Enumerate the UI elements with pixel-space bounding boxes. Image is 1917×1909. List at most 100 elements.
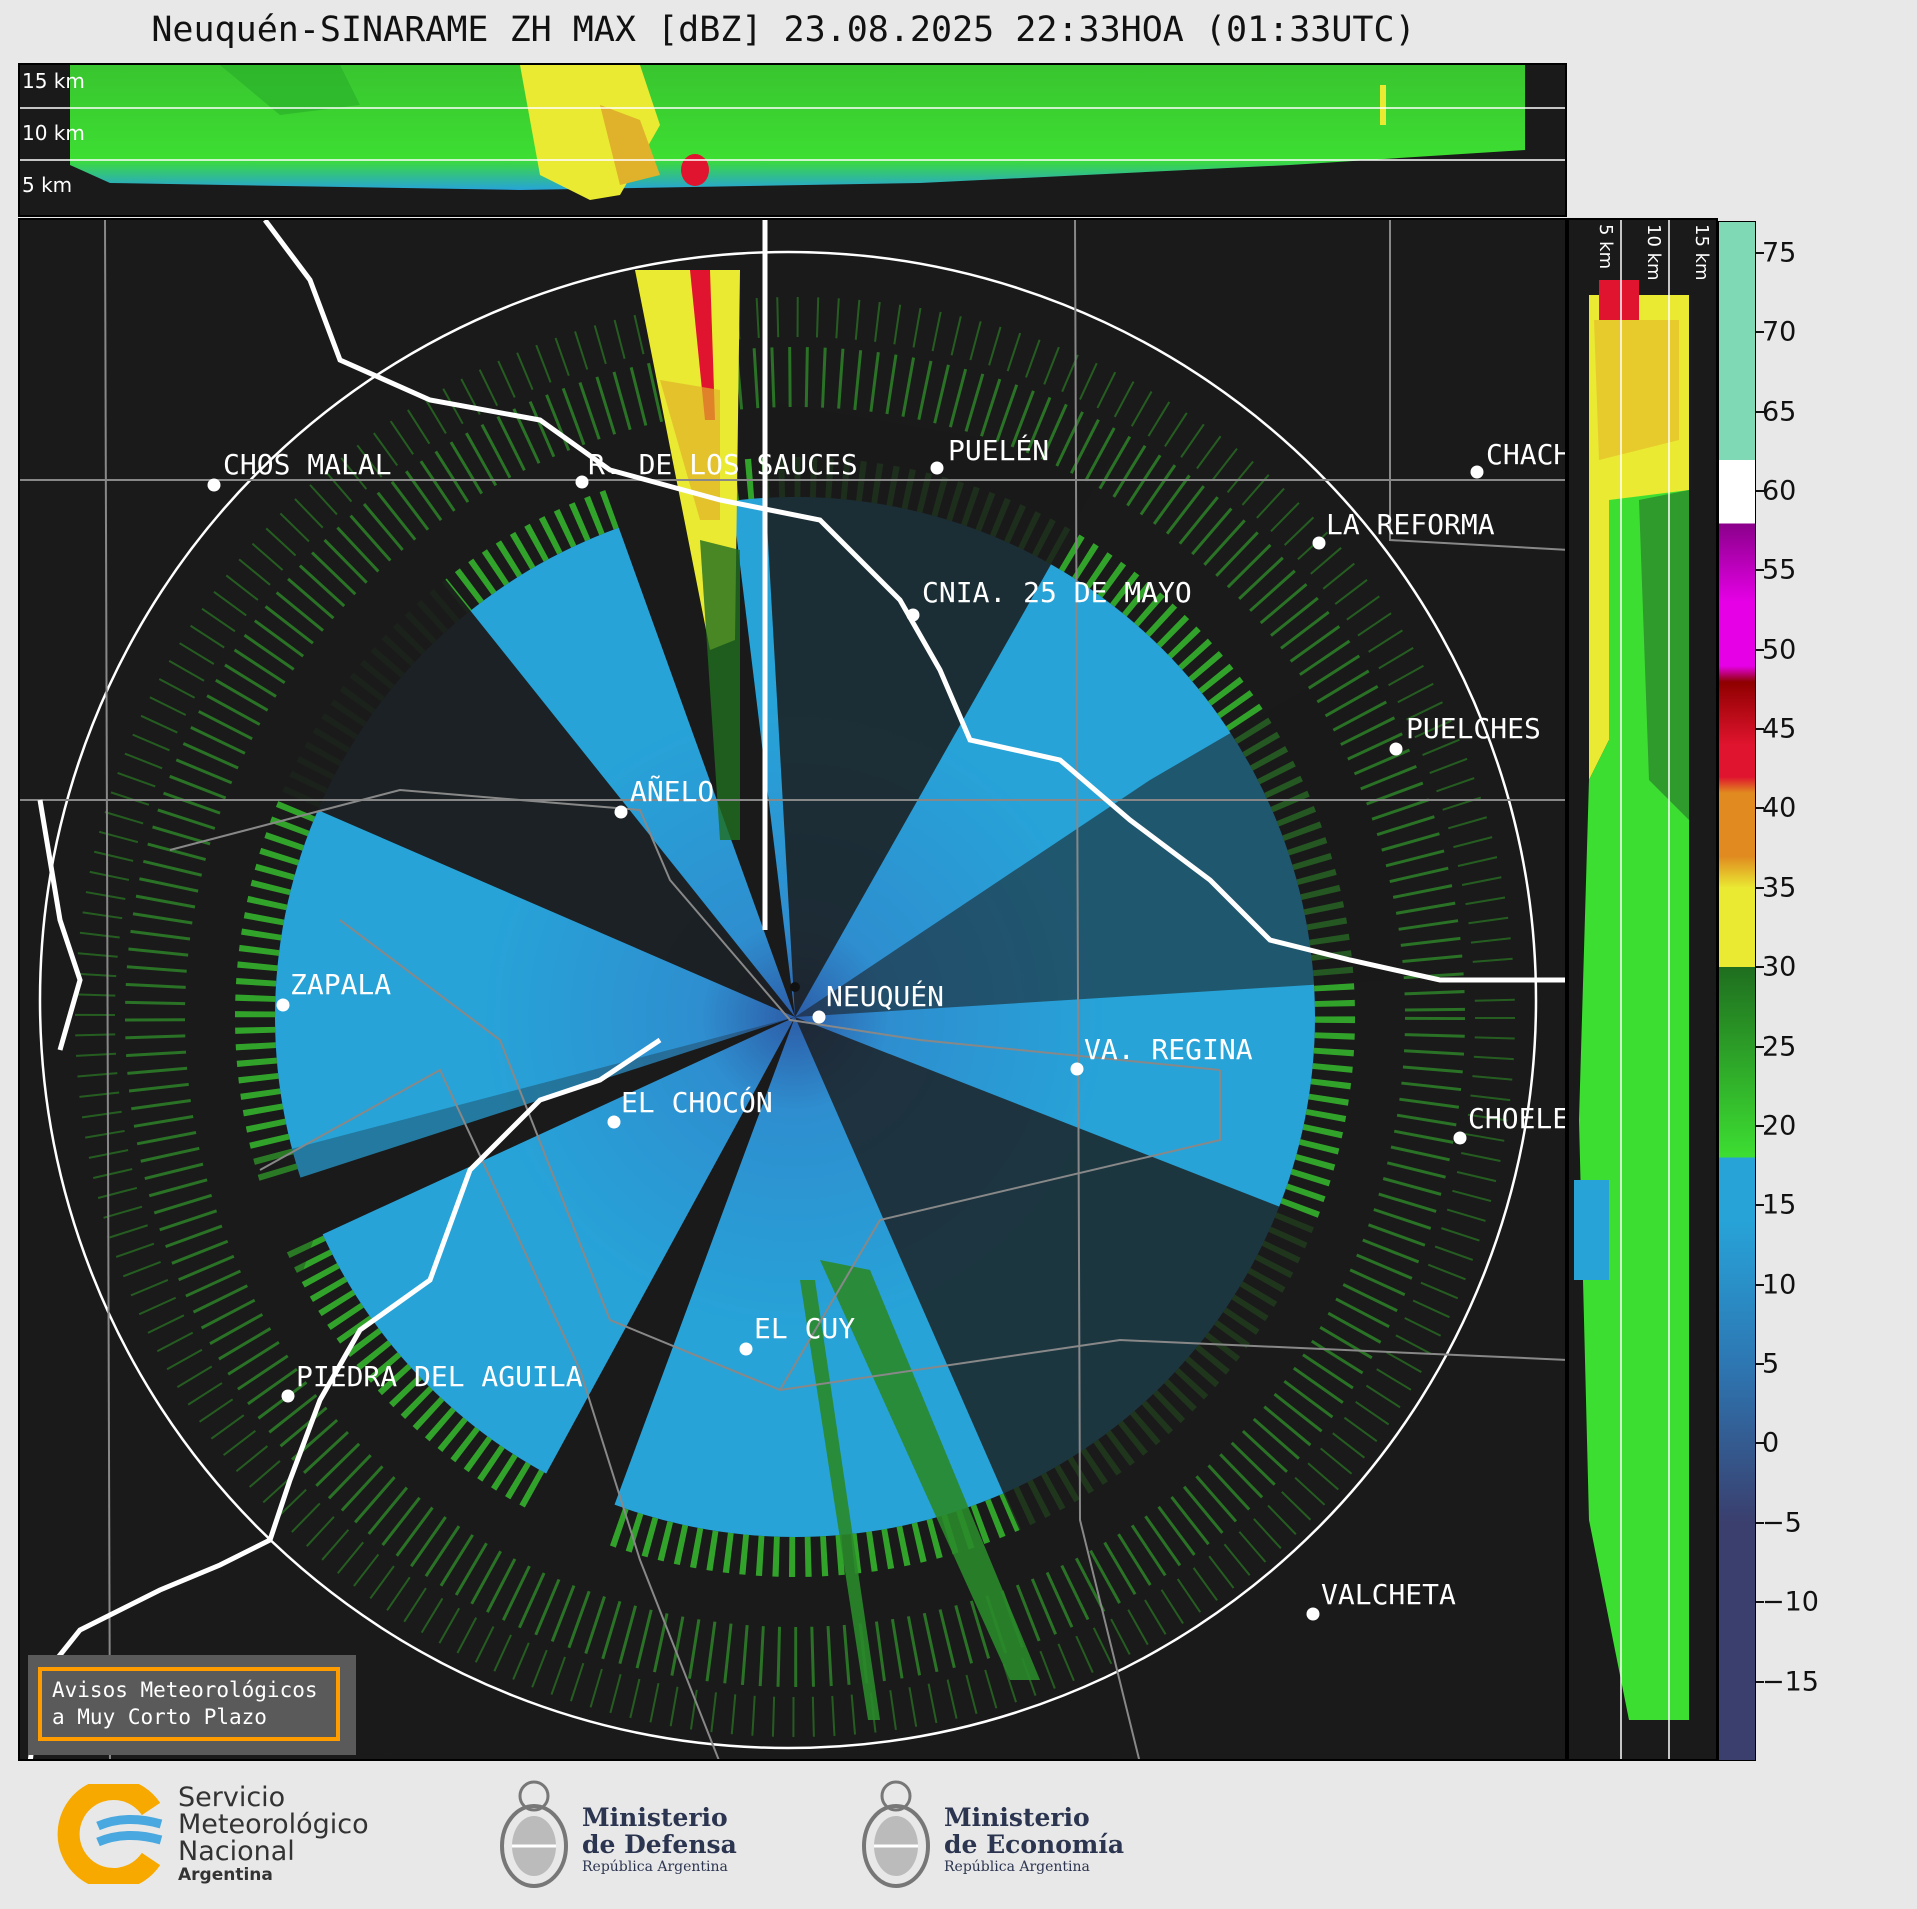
colorbar-tick-label: 60 — [1762, 475, 1797, 507]
city-marker[interactable] — [812, 1010, 826, 1024]
city-marker[interactable] — [906, 608, 920, 622]
city-marker[interactable] — [1312, 536, 1326, 550]
top-cross-section-panel: 15 km 10 km 5 km — [18, 63, 1567, 217]
economia-line-3: República Argentina — [944, 1859, 1090, 1875]
colorbar-tick-label: 5 — [1762, 1348, 1780, 1380]
colorbar-tick-mark — [1756, 807, 1764, 810]
colorbar-tick-mark — [1756, 1124, 1764, 1127]
defensa-logo: Ministerio de Defensa República Argentin… — [494, 1774, 754, 1894]
colorbar-tick-mark — [1756, 1601, 1764, 1604]
notice-line-1: Avisos Meteorológicos — [52, 1678, 318, 1702]
city-marker[interactable] — [1470, 465, 1484, 479]
city-marker[interactable] — [1453, 1131, 1467, 1145]
colorbar-tick-label: 55 — [1762, 554, 1797, 586]
defensa-line-1: Ministerio — [582, 1803, 728, 1832]
colorbar-tick-mark — [1756, 966, 1764, 969]
colorbar-tick-mark — [1756, 1521, 1764, 1524]
defensa-line-3: República Argentina — [582, 1859, 728, 1875]
city-marker[interactable] — [739, 1342, 753, 1356]
side-cross-section-echo — [1574, 220, 1689, 1759]
colorbar-tick-mark — [1756, 1442, 1764, 1445]
notice-box: Avisos Meteorológicos a Muy Corto Plazo — [28, 1655, 356, 1755]
city-label-anelo: AÑELO — [630, 775, 715, 808]
economia-logo: Ministerio de Economía República Argenti… — [856, 1774, 1136, 1894]
coat-of-arms-icon — [500, 1780, 568, 1888]
coat-of-arms-icon — [862, 1780, 930, 1888]
city-marker[interactable] — [1070, 1062, 1084, 1076]
colorbar-tick-mark — [1756, 1680, 1764, 1683]
colorbar-tick-mark — [1756, 569, 1764, 572]
radar-map[interactable]: CHOS MALAL R. DE LOS SAUCES PUELÉN CHACH… — [18, 218, 1567, 1761]
city-label-valcheta: VALCHETA — [1321, 1578, 1456, 1611]
colorbar-tick-label: 15 — [1762, 1189, 1797, 1221]
top-alt-label-5: 5 km — [22, 173, 73, 197]
city-marker[interactable] — [1306, 1607, 1320, 1621]
smn-line-3: Nacional — [178, 1836, 295, 1867]
colorbar-tick-mark — [1756, 251, 1764, 254]
city-marker[interactable] — [575, 475, 589, 489]
city-marker[interactable] — [614, 805, 628, 819]
colorbar-tick-label: 45 — [1762, 713, 1797, 745]
side-alt-label-5: 5 km — [1595, 224, 1616, 270]
colorbar-tick-mark — [1756, 489, 1764, 492]
colorbar-tick-mark — [1756, 1283, 1764, 1286]
city-label-la-reforma: LA REFORMA — [1326, 508, 1495, 541]
smn-logo-icon — [57, 1778, 163, 1890]
colorbar-tick-mark — [1756, 410, 1764, 413]
city-label-choele: CHOELE — [1468, 1102, 1567, 1135]
river-line — [263, 220, 1565, 983]
dbz-colorbar — [1718, 221, 1756, 1761]
colorbar-tick-label: 35 — [1762, 872, 1797, 904]
city-label-el-cuy: EL CUY — [754, 1312, 856, 1345]
colorbar-tick-label: 40 — [1762, 792, 1797, 824]
smn-line-1: Servicio — [178, 1782, 286, 1813]
radar-map-canvas — [20, 220, 1565, 1759]
range-ring — [38, 250, 1538, 1750]
colorbar-tick-mark — [1756, 886, 1764, 889]
city-label-puelches: PUELCHES — [1406, 712, 1541, 745]
colorbar-tick-label: −15 — [1762, 1666, 1819, 1698]
city-label-va-regina: VA. REGINA — [1084, 1033, 1253, 1066]
city-label-rincon-de-los-sauces: R. DE LOS SAUCES — [588, 448, 858, 481]
notice-line-2: a Muy Corto Plazo — [52, 1705, 267, 1729]
city-label-piedra-del-aguila: PIEDRA DEL AGUILA — [296, 1360, 583, 1393]
colorbar-tick-label: −10 — [1762, 1586, 1819, 1618]
colorbar-tick-mark — [1756, 728, 1764, 731]
colorbar-tick-mark — [1756, 331, 1764, 334]
top-alt-label-15: 15 km — [22, 69, 85, 93]
page-title: Neuquén-SINARAME ZH MAX [dBZ] 23.08.2025… — [151, 10, 1416, 50]
city-label-cnia-25-de-mayo: CNIA. 25 DE MAYO — [922, 576, 1192, 609]
smn-line-4: Argentina — [178, 1865, 273, 1885]
city-marker[interactable] — [207, 478, 221, 492]
colorbar-tick-label: 70 — [1762, 316, 1797, 348]
city-label-chos-malal: CHOS MALAL — [223, 448, 392, 481]
economia-line-1: Ministerio — [944, 1803, 1090, 1832]
colorbar-tick-label: −5 — [1762, 1507, 1802, 1539]
colorbar-tick-mark — [1756, 648, 1764, 651]
city-marker[interactable] — [1389, 742, 1403, 756]
colorbar-tick-label: 20 — [1762, 1110, 1797, 1142]
top-alt-label-10: 10 km — [22, 121, 85, 145]
city-label-zapala: ZAPALA — [290, 968, 392, 1001]
top-cross-section-echo — [20, 65, 1565, 200]
city-label-puelen: PUELÉN — [948, 434, 1050, 467]
city-marker[interactable] — [930, 461, 944, 475]
colorbar-tick-mark — [1756, 1204, 1764, 1207]
smn-logo: Servicio Meteorológico Nacional Argentin… — [56, 1778, 396, 1890]
city-marker[interactable] — [607, 1115, 621, 1129]
city-marker[interactable] — [281, 1389, 295, 1403]
city-label-chach: CHACH — [1486, 438, 1567, 471]
economia-line-2: de Economía — [944, 1830, 1125, 1859]
city-label-neuquen: NEUQUÉN — [826, 980, 945, 1013]
smn-line-2: Meteorológico — [178, 1809, 369, 1840]
colorbar-tick-mark — [1756, 1045, 1764, 1048]
river-line-south — [27, 1037, 662, 1759]
side-alt-label-15: 15 km — [1691, 224, 1712, 281]
colorbar-tick-label: 0 — [1762, 1427, 1780, 1459]
colorbar-tick-label: 25 — [1762, 1031, 1797, 1063]
defensa-line-2: de Defensa — [582, 1830, 737, 1859]
city-label-el-chocon: EL CHOCÓN — [621, 1086, 773, 1119]
colorbar-tick-mark — [1756, 1363, 1764, 1366]
colorbar-tick-label: 10 — [1762, 1269, 1797, 1301]
city-marker[interactable] — [276, 998, 290, 1012]
